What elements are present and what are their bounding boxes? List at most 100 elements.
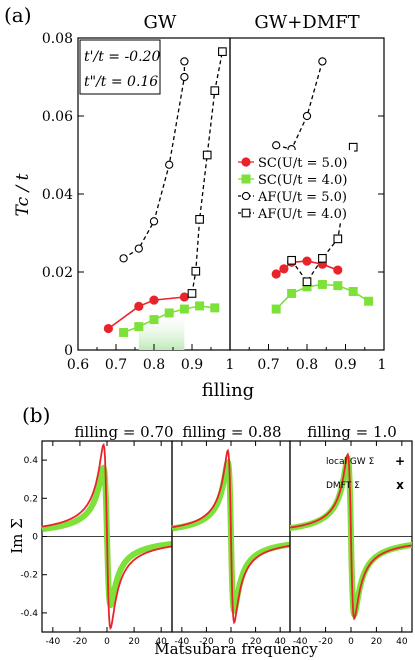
x-tick-label: 0.8 xyxy=(296,357,318,373)
y-tick-label: 0.02 xyxy=(42,265,73,281)
data-point-af5 xyxy=(134,244,143,253)
data-point-sc5 xyxy=(134,301,144,311)
x-tick-label: 40 xyxy=(155,637,167,647)
y-tick-label: 0.4 xyxy=(24,456,39,466)
subplot-title: filling = 0.88 xyxy=(182,423,281,441)
x-tick-label: -20 xyxy=(318,637,333,647)
legend-marker-af4 xyxy=(241,208,251,218)
data-point-af4 xyxy=(195,215,204,224)
data-point-af5 xyxy=(119,254,128,263)
x-tick-label: 0.8 xyxy=(143,357,165,373)
x-tick-label: 40 xyxy=(396,637,408,647)
panel-a-left-title: GW xyxy=(144,12,177,33)
x-tick-label: 0 xyxy=(348,637,354,647)
data-point-sc4 xyxy=(364,296,374,306)
y-tick-label: -0.4 xyxy=(20,609,38,619)
data-point-sc4 xyxy=(302,282,312,292)
data-point-sc4 xyxy=(179,304,189,314)
panel-b-ylabel: Im Σ xyxy=(8,518,26,554)
panel-a-left-ticks: 0 0.02 0.04 0.06 0.08 0.6 0.7 0.8 0.9 1 xyxy=(42,31,384,373)
x-tick-label: -20 xyxy=(73,637,88,647)
x-tick-label: 0.9 xyxy=(181,357,203,373)
legend-label-dmft: DMFT Σ xyxy=(326,481,360,491)
data-point-af5 xyxy=(180,72,189,82)
data-point-sc4 xyxy=(119,327,129,337)
annotation-tdoubleprime: t"/t = 0.16 xyxy=(84,74,158,90)
x-tick-label: 20 xyxy=(128,637,140,647)
data-point-af4 xyxy=(218,47,227,56)
panel-a-left-series xyxy=(103,47,227,337)
panel-a-right-title: GW+DMFT xyxy=(254,12,359,33)
legend-label-af5: AF(U/t = 5.0) xyxy=(257,190,347,205)
y-tick-label: 0.06 xyxy=(42,109,73,125)
annotation-box xyxy=(79,39,161,95)
y-tick-label: 0.08 xyxy=(42,31,73,47)
x-tick-label: -40 xyxy=(293,637,308,647)
x-tick-label: -20 xyxy=(199,637,214,647)
gw-sigma-curve xyxy=(289,452,413,621)
data-point-sc5 xyxy=(271,269,281,279)
x-tick-label: 0.7 xyxy=(257,357,279,373)
gw-sigma-curve xyxy=(171,448,291,625)
data-point-sc4 xyxy=(271,304,281,314)
panel-a-ylabel: Tc / t xyxy=(13,173,33,216)
x-tick-label: 0 xyxy=(228,637,234,647)
data-point-af4 xyxy=(187,289,197,298)
panel-a-left-sc-shading xyxy=(138,309,185,350)
data-point-af4 xyxy=(348,142,358,152)
data-point-af5 xyxy=(272,141,281,150)
data-point-af5 xyxy=(149,217,159,226)
legend-bg xyxy=(236,150,354,222)
gw-sigma-curve xyxy=(41,442,173,631)
y-tick-label: -0.2 xyxy=(20,571,38,581)
panel-a-label: (a) xyxy=(4,3,32,27)
y-tick-label: 0.04 xyxy=(42,187,73,203)
data-point-sc5 xyxy=(279,264,289,274)
legend-marker-dmft: x xyxy=(396,478,404,492)
data-point-af4 xyxy=(333,234,343,244)
x-tick-label: 0.9 xyxy=(334,357,356,373)
legend-label-sc4: SC(U/t = 4.0) xyxy=(258,173,347,188)
panel-b: filling = 0.70 -40 -20 0 20 40 0.4 0.2 0 -0.2 -0.4… xyxy=(20,423,415,647)
subplot-title: filling = 0.70 xyxy=(74,423,173,441)
x-tick-label: 0.7 xyxy=(105,357,127,373)
data-point-sc4 xyxy=(348,287,358,296)
data-point-af5 xyxy=(180,57,189,66)
x-tick-label: 0.6 xyxy=(67,357,89,373)
data-point-sc4 xyxy=(134,322,144,332)
data-point-af5 xyxy=(165,160,174,169)
x-tick-label: 0 xyxy=(104,637,110,647)
data-point-af4 xyxy=(202,150,212,160)
subplot-title: filling = 1.0 xyxy=(307,423,397,441)
data-point-af4 xyxy=(287,255,296,265)
series-line-af4 xyxy=(291,147,354,283)
series-line-af5 xyxy=(276,61,324,150)
legend-label-sc5: SC(U/t = 5.0) xyxy=(258,156,347,171)
data-point-sc4 xyxy=(164,308,174,318)
legend-label-gw: local GW Σ xyxy=(326,457,375,467)
data-point-sc5 xyxy=(149,295,159,305)
panel-a-xlabel: filling xyxy=(202,380,254,401)
data-point-af4 xyxy=(210,86,220,95)
x-tick-label: 20 xyxy=(250,637,262,647)
legend-label-af4: AF(U/t = 4.0) xyxy=(257,207,347,222)
series-line-af4 xyxy=(191,51,224,294)
data-point-sc4 xyxy=(195,301,205,311)
series-line-sc5 xyxy=(107,296,185,330)
x-tick-label: 40 xyxy=(274,637,286,647)
data-point-sc5 xyxy=(103,323,113,334)
data-point-af5 xyxy=(318,57,327,66)
panel-a-right-series xyxy=(271,57,374,314)
legend-marker-af5 xyxy=(241,191,251,201)
data-point-sc5 xyxy=(333,265,343,275)
data-point-af4 xyxy=(191,266,201,276)
data-point-sc4 xyxy=(287,288,297,298)
x-tick-label: -40 xyxy=(174,637,189,647)
y-tick-label: 0 xyxy=(64,343,73,359)
legend-marker-gw: + xyxy=(395,454,405,468)
data-point-af4 xyxy=(302,277,312,287)
x-tick-label: 20 xyxy=(371,637,383,647)
legend-marker-sc4 xyxy=(241,174,251,184)
x-tick-label: 1 xyxy=(226,357,235,373)
